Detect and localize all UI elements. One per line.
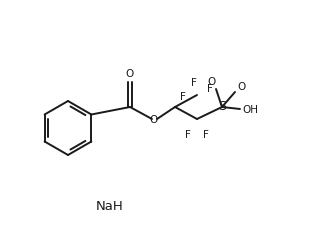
- Text: O: O: [125, 69, 133, 79]
- Text: F: F: [185, 130, 191, 140]
- Text: S: S: [218, 101, 226, 114]
- Text: OH: OH: [242, 105, 258, 115]
- Text: O: O: [149, 115, 157, 125]
- Text: NaH: NaH: [96, 200, 124, 214]
- Text: F: F: [191, 78, 197, 88]
- Text: F: F: [203, 130, 209, 140]
- Text: O: O: [207, 77, 215, 87]
- Text: O: O: [237, 82, 245, 92]
- Text: F: F: [180, 92, 186, 102]
- Text: F: F: [207, 84, 213, 94]
